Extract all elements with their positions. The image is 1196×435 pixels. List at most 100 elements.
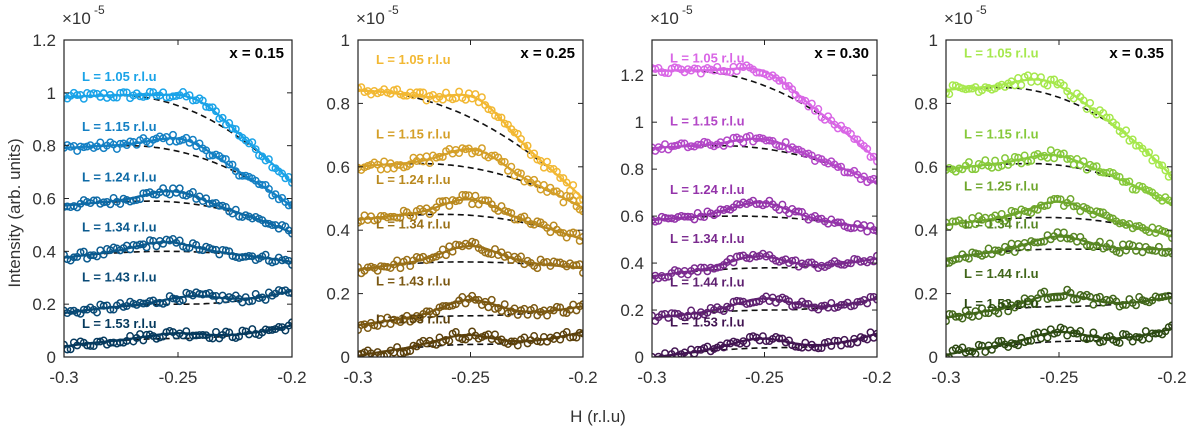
data-point (1027, 336, 1036, 345)
y-tick-label: 1 (929, 31, 938, 50)
data-point (984, 220, 993, 229)
data-point (1095, 207, 1104, 216)
y-tick-label: 0.8 (620, 160, 644, 179)
y-tick-label: 1.2 (620, 66, 644, 85)
data-point (1122, 246, 1131, 255)
data-point (994, 309, 1003, 318)
data-point (1115, 248, 1124, 257)
data-point (500, 206, 509, 215)
data-point (1118, 240, 1127, 249)
data-point (1132, 301, 1140, 310)
data-point (448, 247, 457, 256)
y-tick-label: 1 (47, 84, 56, 103)
data-point (1063, 155, 1072, 163)
data-point (212, 107, 220, 116)
data-point (188, 96, 197, 105)
panel-3: L = 1.05 r.l.u L = 1.15 r.l.u L = 1.24 r.l… (620, 3, 891, 387)
data-point (179, 296, 187, 304)
data-point (1069, 202, 1078, 211)
data-point (1076, 327, 1085, 335)
data-point (461, 191, 470, 199)
plot-area (358, 83, 583, 357)
data-point (837, 162, 846, 171)
data-point (677, 139, 686, 148)
data-point (994, 337, 1003, 346)
data-point (268, 163, 277, 172)
data-point (471, 295, 480, 304)
data-point (451, 197, 460, 206)
data-point (145, 87, 154, 96)
plot-area (946, 71, 1172, 357)
data-point (520, 142, 529, 151)
data-point (438, 245, 447, 254)
data-point (562, 178, 571, 187)
data-point (1086, 98, 1095, 107)
data-point (1010, 248, 1019, 256)
data-point (775, 142, 784, 151)
data-point (1089, 328, 1098, 337)
data-point (530, 304, 539, 312)
data-point (559, 308, 568, 317)
data-point (523, 141, 532, 150)
data-point (393, 213, 402, 222)
data-point (546, 228, 555, 237)
data-point (1118, 330, 1127, 338)
data-point (837, 300, 846, 309)
x-axis-label: H (r.l.u) (570, 407, 626, 426)
data-point (455, 87, 464, 96)
data-point (1082, 335, 1091, 344)
data-point (1105, 239, 1114, 248)
data-point (89, 196, 98, 205)
data-point (1023, 157, 1032, 166)
data-point (726, 303, 735, 312)
data-point (76, 248, 85, 257)
data-point (964, 158, 973, 167)
data-point (788, 256, 797, 265)
data-point (1017, 300, 1026, 309)
data-point (208, 291, 217, 300)
data-point (961, 220, 970, 229)
data-point (517, 134, 525, 143)
data-point (261, 250, 270, 259)
data-point (661, 273, 669, 282)
data-point (445, 337, 454, 345)
data-point (497, 307, 506, 316)
data-point (471, 147, 480, 156)
data-point (1030, 204, 1039, 213)
series-label-3: L = 1.25 r.l.u (964, 179, 1039, 194)
data-point (1168, 171, 1172, 179)
data-point (438, 152, 447, 161)
data-point (556, 174, 565, 182)
data-point (1102, 333, 1111, 342)
data-point (1082, 105, 1091, 113)
data-point (690, 215, 699, 224)
data-point (268, 325, 277, 334)
data-point (471, 90, 480, 99)
data-point (79, 305, 88, 314)
y-tick-label: 0.2 (326, 285, 350, 304)
data-point (971, 350, 980, 357)
data-point (533, 264, 542, 273)
data-point (122, 88, 131, 97)
panel-2: L = 1.05 r.l.u L = 1.15 r.l.u L = 1.24 r.l… (326, 3, 597, 387)
data-point (109, 93, 118, 102)
y-tick-label: 0.6 (914, 158, 938, 177)
data-point (481, 196, 490, 205)
data-point (1141, 327, 1150, 336)
series-label-1: L = 1.05 r.l.u (376, 52, 451, 67)
y-tick-label: 0.6 (326, 158, 350, 177)
data-point (1053, 194, 1062, 203)
data-point (1115, 338, 1124, 347)
data-point (175, 236, 184, 245)
data-point (99, 250, 108, 259)
data-point (139, 336, 148, 345)
data-point (419, 88, 428, 97)
data-point (145, 297, 154, 306)
data-point (442, 251, 450, 260)
data-point (1138, 248, 1147, 257)
panel-title: x = 0.15 (229, 45, 284, 62)
data-point (556, 228, 565, 237)
data-point (814, 105, 823, 113)
data-point (830, 303, 839, 312)
data-point (1168, 321, 1172, 330)
